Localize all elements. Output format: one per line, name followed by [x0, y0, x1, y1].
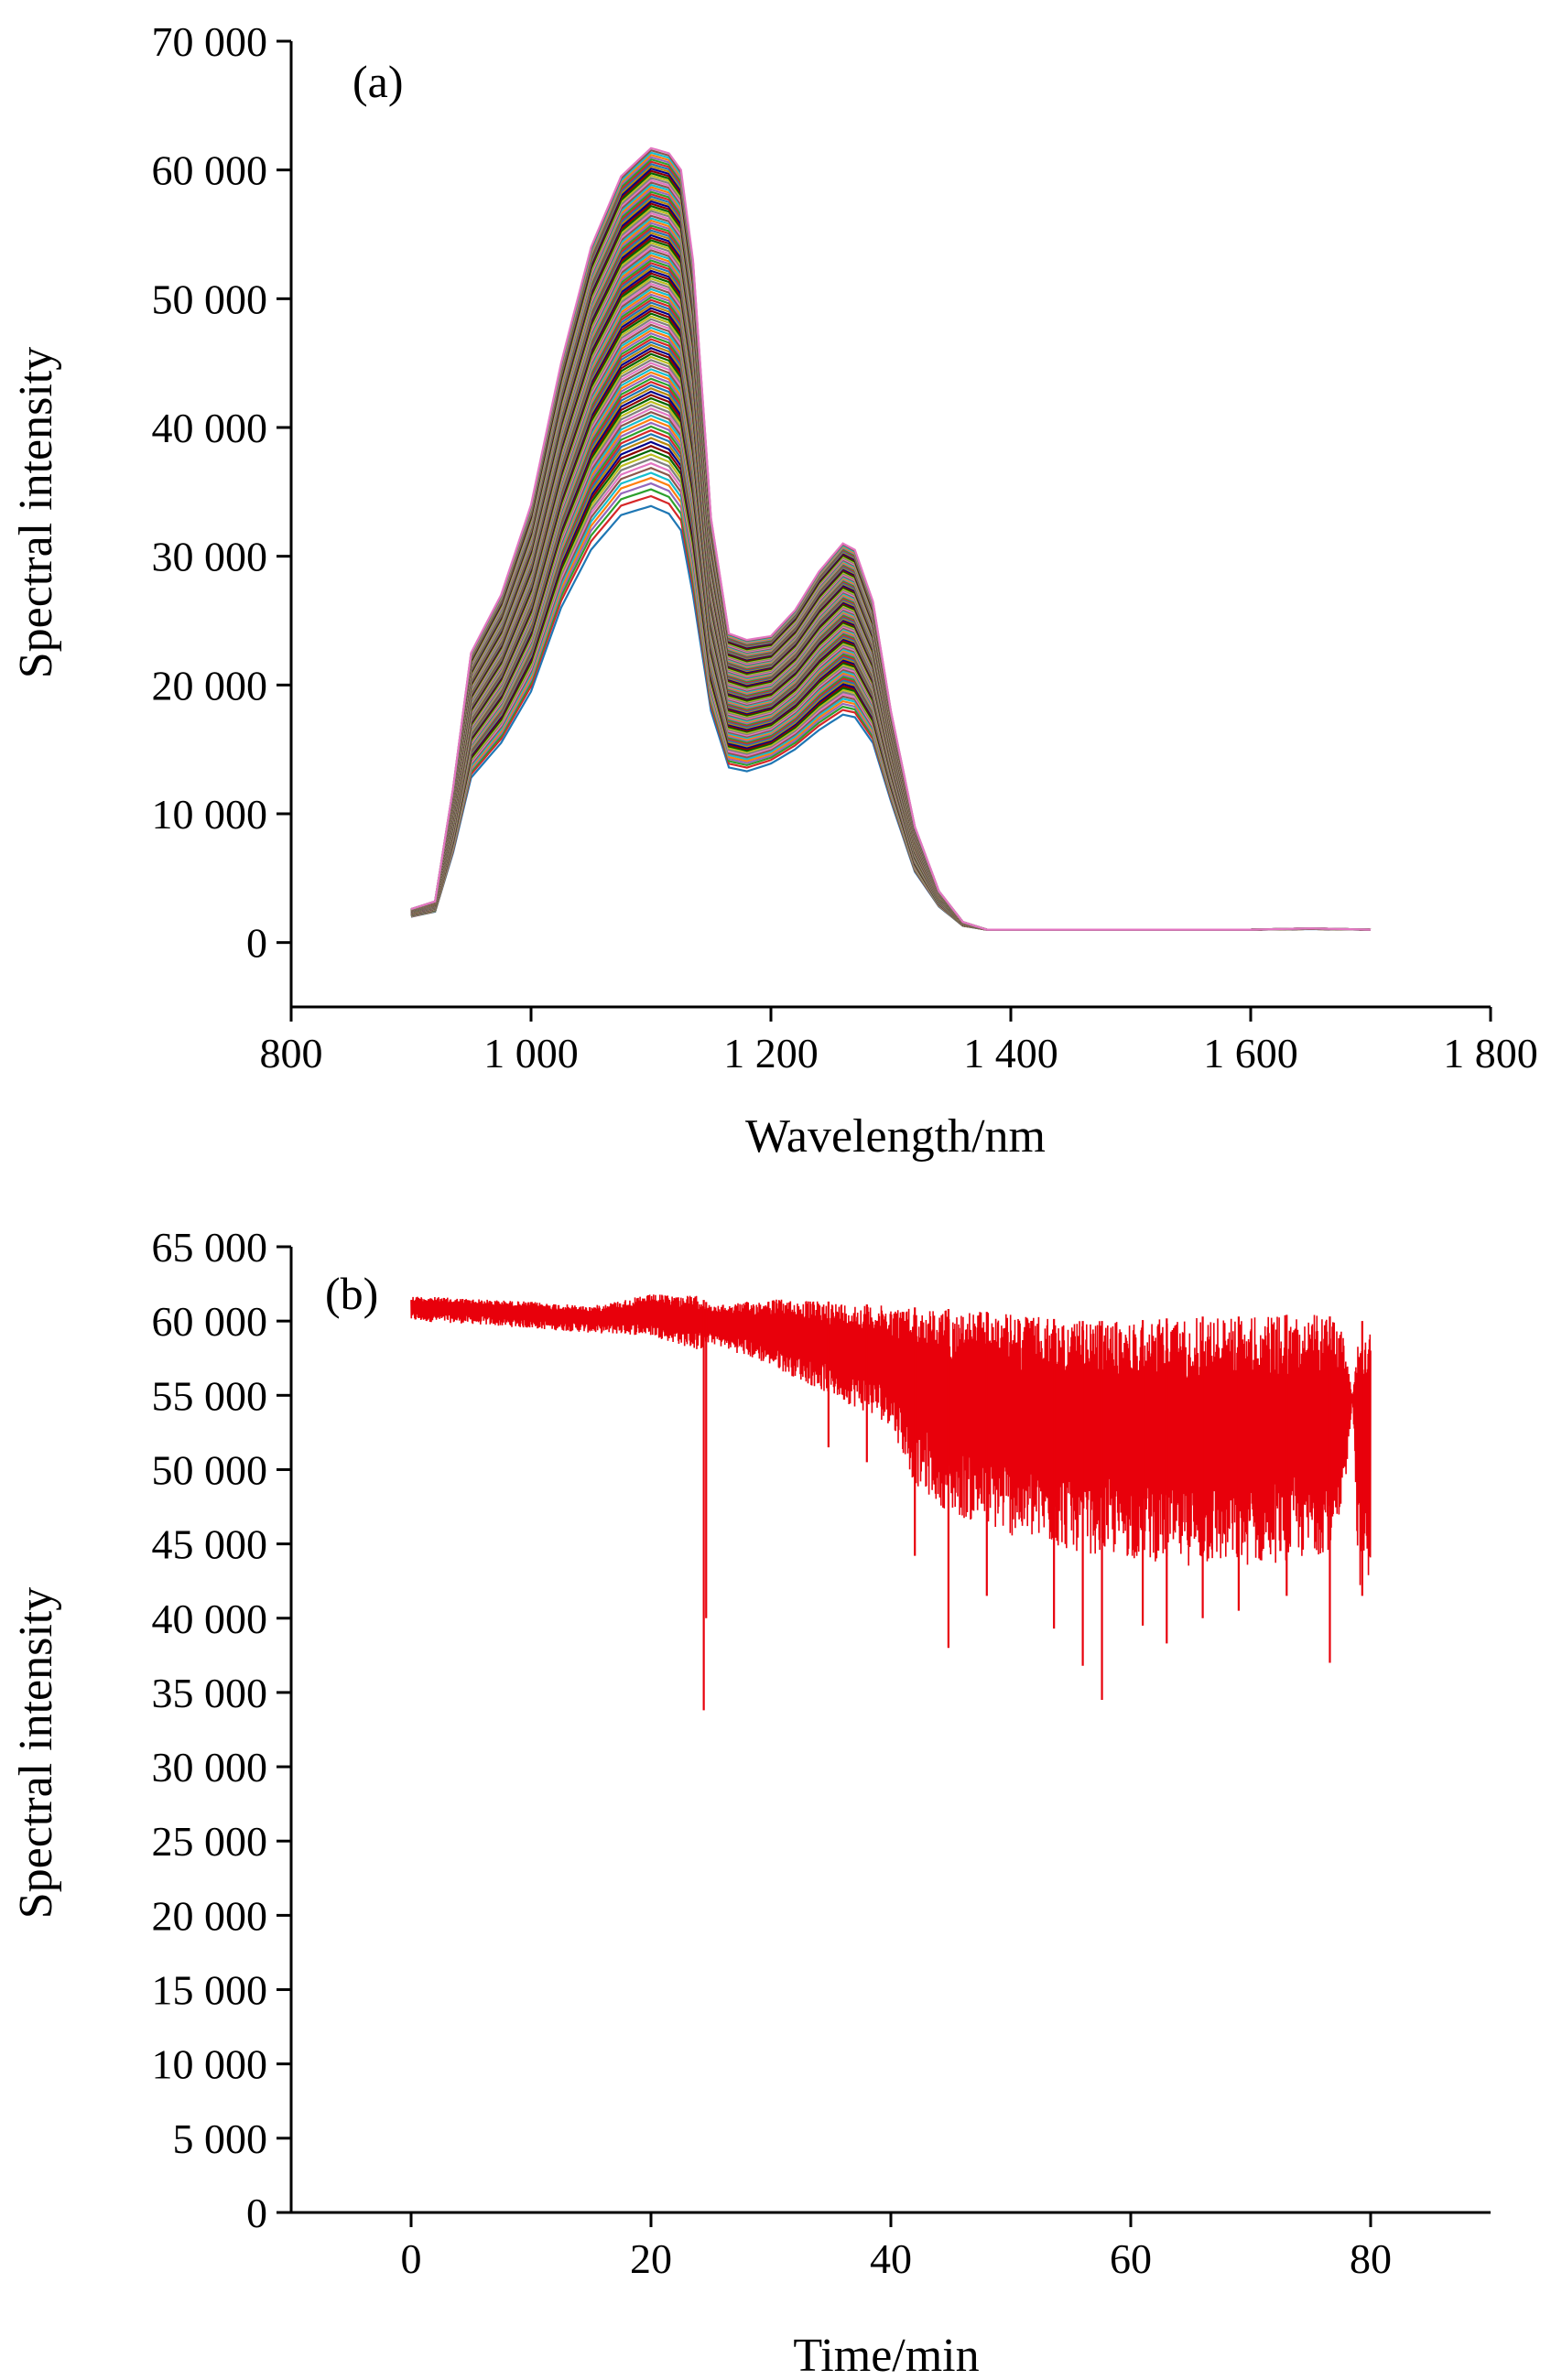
panel-b-axes: 0 5 000 10 000 15 000 20 000 25 000 30 000 35 0…: [152, 1224, 1491, 2282]
panel-b-x-tick-label: 0: [401, 2235, 422, 2282]
panel-b-y-tick-label: 25 000: [152, 1818, 268, 1865]
panel-b-y-tick-label: 5 000: [173, 2115, 268, 2162]
panel-b-y-tick-label: 15 000: [152, 1967, 268, 2014]
panel-a-y-tick-label: 50 000: [152, 276, 268, 322]
panel-b-y-tick-label: 60 000: [152, 1298, 268, 1345]
panel-a-x-tick-label: 1 400: [963, 1030, 1058, 1076]
panel-b-y-tick-label: 10 000: [152, 2041, 268, 2088]
panel-b-intensity-line: [410, 1294, 1372, 1585]
panel-b-y-tick-label: 65 000: [152, 1224, 268, 1271]
panel-b-y-tick-label: 45 000: [152, 1521, 268, 1568]
panel-b-y-tick-label: 20 000: [152, 1892, 268, 1939]
panel-b-x-tick-label: 40: [870, 2235, 912, 2282]
panel-a-axes: 0 10 000 20 000 30 000 40 000 50 000 60 000 70 …: [152, 18, 1538, 1076]
panel-b-y-tick-label: 50 000: [152, 1446, 268, 1493]
panel-a-x-tick-label: 1 000: [483, 1030, 579, 1076]
panel-b-x-axis-title: Time/min: [793, 2330, 979, 2380]
panel-a-spectrum-line: [410, 146, 1372, 931]
panel-a-x-tick-label: 800: [260, 1030, 323, 1076]
panel-a-x-tick-label: 1 600: [1203, 1030, 1298, 1076]
panel-a: 0 10 000 20 000 30 000 40 000 50 000 60 000 70 …: [10, 18, 1538, 1163]
panel-a-y-tick-label: 40 000: [152, 405, 268, 451]
panel-a-series-group: [410, 146, 1372, 931]
panel-a-x-axis-title: Wavelength/nm: [745, 1110, 1046, 1163]
panel-b-y-axis-title: Spectral intensity: [10, 1587, 62, 1919]
panel-b-y-tick-label: 55 000: [152, 1372, 268, 1419]
panel-a-label: (a): [353, 56, 404, 107]
panel-b-x-tick-label: 20: [630, 2235, 672, 2282]
panel-b-y-tick-label: 35 000: [152, 1670, 268, 1716]
panel-a-x-tick-label: 1 200: [723, 1030, 819, 1076]
panel-a-y-tick-label: 0: [246, 920, 267, 967]
panel-a-y-tick-label: 20 000: [152, 662, 268, 709]
panel-a-x-tick-label: 1 800: [1443, 1030, 1538, 1076]
panel-b-y-tick-label: 30 000: [152, 1744, 268, 1790]
panel-b-y-tick-label: 0: [246, 2190, 267, 2236]
panel-b-x-tick-label: 60: [1110, 2235, 1152, 2282]
panel-b-y-tick-label: 40 000: [152, 1596, 268, 1642]
panel-b: 0 5 000 10 000 15 000 20 000 25 000 30 000 35 0…: [10, 1224, 1491, 2380]
panel-b-label: (b): [325, 1268, 378, 1319]
panel-a-y-axis-title: Spectral intensity: [10, 347, 62, 678]
panel-a-y-tick-label: 70 000: [152, 18, 268, 65]
panel-b-series-group: [410, 1294, 1372, 1711]
panel-b-x-tick-label: 80: [1350, 2235, 1392, 2282]
panel-a-y-tick-label: 30 000: [152, 534, 268, 580]
panel-a-y-tick-label: 10 000: [152, 791, 268, 838]
panel-a-y-tick-label: 60 000: [152, 147, 268, 194]
